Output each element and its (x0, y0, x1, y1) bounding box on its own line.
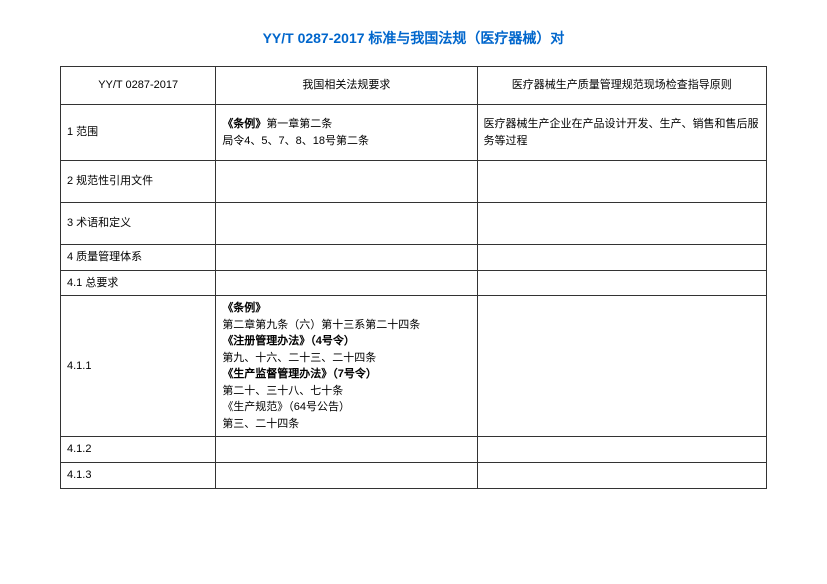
cell-regulation: 《条例》第一章第二条 局令4、5、7、8、18号第二条 (216, 105, 477, 161)
table-header-row: YY/T 0287-2017 我国相关法规要求 医疗器械生产质量管理规范现场检查… (61, 67, 767, 105)
cell-guidance (477, 463, 766, 489)
cell-clause: 2 规范性引用文件 (61, 161, 216, 203)
reg-text: 第九、十六、二十三、二十四条 (222, 352, 376, 364)
reg-text: 第三、二十四条 (222, 418, 299, 430)
cell-clause: 4.1 总要求 (61, 270, 216, 296)
cell-clause: 4.1.2 (61, 437, 216, 463)
cell-guidance (477, 161, 766, 203)
cell-guidance (477, 437, 766, 463)
table-row: 4.1.3 (61, 463, 767, 489)
reg-bold: 《条例》 (222, 118, 266, 130)
header-col3: 医疗器械生产质量管理规范现场检查指导原则 (477, 67, 766, 105)
table-row: 4.1.1 《条例》 第二章第九条（六）第十三系第二十四条 《注册管理办法》（4… (61, 296, 767, 437)
cell-regulation (216, 270, 477, 296)
cell-regulation (216, 203, 477, 245)
cell-guidance (477, 296, 766, 437)
document-title: YY/T 0287-2017 标准与我国法规（医疗器械）对 (60, 28, 767, 48)
reg-text: 第一章第二条 (266, 118, 332, 130)
cell-clause: 4 质量管理体系 (61, 245, 216, 271)
cell-regulation (216, 463, 477, 489)
cell-guidance: 医疗器械生产企业在产品设计开发、生产、销售和售后服务等过程 (477, 105, 766, 161)
header-col2: 我国相关法规要求 (216, 67, 477, 105)
cell-clause: 1 范围 (61, 105, 216, 161)
reg-bold: 《注册管理办法》（4号令） (222, 335, 355, 347)
cell-clause: 3 术语和定义 (61, 203, 216, 245)
header-col1: YY/T 0287-2017 (61, 67, 216, 105)
table-row: 1 范围 《条例》第一章第二条 局令4、5、7、8、18号第二条 医疗器械生产企… (61, 105, 767, 161)
cell-regulation (216, 161, 477, 203)
cell-regulation (216, 437, 477, 463)
reg-text: 《生产规范》（64号公告） (222, 401, 350, 413)
reg-bold: 《生产监督管理办法》（7号令） (222, 368, 377, 380)
reg-text: 第二章第九条（六）第十三系第二十四条 (222, 319, 420, 331)
cell-clause: 4.1.3 (61, 463, 216, 489)
cell-regulation: 《条例》 第二章第九条（六）第十三系第二十四条 《注册管理办法》（4号令） 第九… (216, 296, 477, 437)
table-row: 4.1 总要求 (61, 270, 767, 296)
cell-guidance (477, 270, 766, 296)
table-row: 2 规范性引用文件 (61, 161, 767, 203)
reg-bold: 《条例》 (222, 302, 266, 314)
cell-regulation (216, 245, 477, 271)
reg-text: 第二十、三十八、七十条 (222, 385, 343, 397)
reg-text: 局令4、5、7、8、18号第二条 (222, 135, 369, 147)
document-page: YY/T 0287-2017 标准与我国法规（医疗器械）对 YY/T 0287-… (0, 0, 827, 509)
table-row: 3 术语和定义 (61, 203, 767, 245)
table-row: 4 质量管理体系 (61, 245, 767, 271)
comparison-table: YY/T 0287-2017 我国相关法规要求 医疗器械生产质量管理规范现场检查… (60, 66, 767, 489)
table-row: 4.1.2 (61, 437, 767, 463)
cell-guidance (477, 203, 766, 245)
cell-clause: 4.1.1 (61, 296, 216, 437)
cell-guidance (477, 245, 766, 271)
